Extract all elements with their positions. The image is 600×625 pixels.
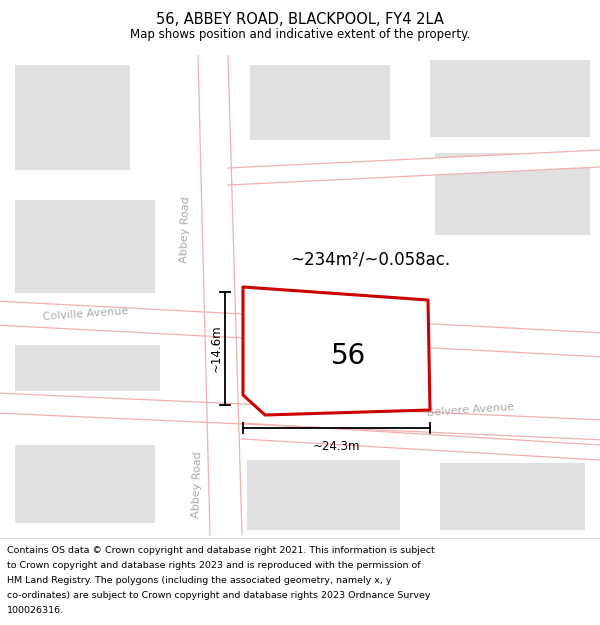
- Text: Abbey Road: Abbey Road: [179, 196, 191, 264]
- Text: Colville Avenue: Colville Avenue: [42, 306, 128, 322]
- Text: HM Land Registry. The polygons (including the associated geometry, namely x, y: HM Land Registry. The polygons (includin…: [7, 576, 392, 585]
- Polygon shape: [440, 463, 585, 530]
- Polygon shape: [15, 365, 155, 385]
- Text: ~14.6m: ~14.6m: [209, 325, 223, 372]
- Polygon shape: [430, 60, 590, 137]
- Text: Belvere Avenue: Belvere Avenue: [426, 402, 514, 418]
- Polygon shape: [15, 200, 155, 293]
- Text: to Crown copyright and database rights 2023 and is reproduced with the permissio: to Crown copyright and database rights 2…: [7, 561, 421, 570]
- Text: 56: 56: [331, 342, 366, 371]
- Polygon shape: [247, 460, 400, 530]
- Text: co-ordinates) are subject to Crown copyright and database rights 2023 Ordnance S: co-ordinates) are subject to Crown copyr…: [7, 591, 431, 600]
- Text: Contains OS data © Crown copyright and database right 2021. This information is : Contains OS data © Crown copyright and d…: [7, 546, 435, 555]
- Polygon shape: [15, 445, 155, 523]
- Polygon shape: [0, 301, 600, 357]
- Polygon shape: [435, 153, 590, 235]
- Text: Abbey Road: Abbey Road: [191, 451, 203, 519]
- Polygon shape: [242, 423, 600, 460]
- Polygon shape: [243, 287, 430, 415]
- Polygon shape: [198, 55, 242, 535]
- Polygon shape: [0, 393, 600, 440]
- Polygon shape: [15, 65, 130, 170]
- Text: ~234m²/~0.058ac.: ~234m²/~0.058ac.: [290, 251, 450, 269]
- Text: Map shows position and indicative extent of the property.: Map shows position and indicative extent…: [130, 28, 470, 41]
- Polygon shape: [15, 345, 160, 391]
- Text: 56, ABBEY ROAD, BLACKPOOL, FY4 2LA: 56, ABBEY ROAD, BLACKPOOL, FY4 2LA: [156, 12, 444, 27]
- Text: ~24.3m: ~24.3m: [313, 440, 360, 453]
- Polygon shape: [228, 150, 600, 185]
- Text: 100026316.: 100026316.: [7, 606, 64, 614]
- Polygon shape: [250, 65, 390, 140]
